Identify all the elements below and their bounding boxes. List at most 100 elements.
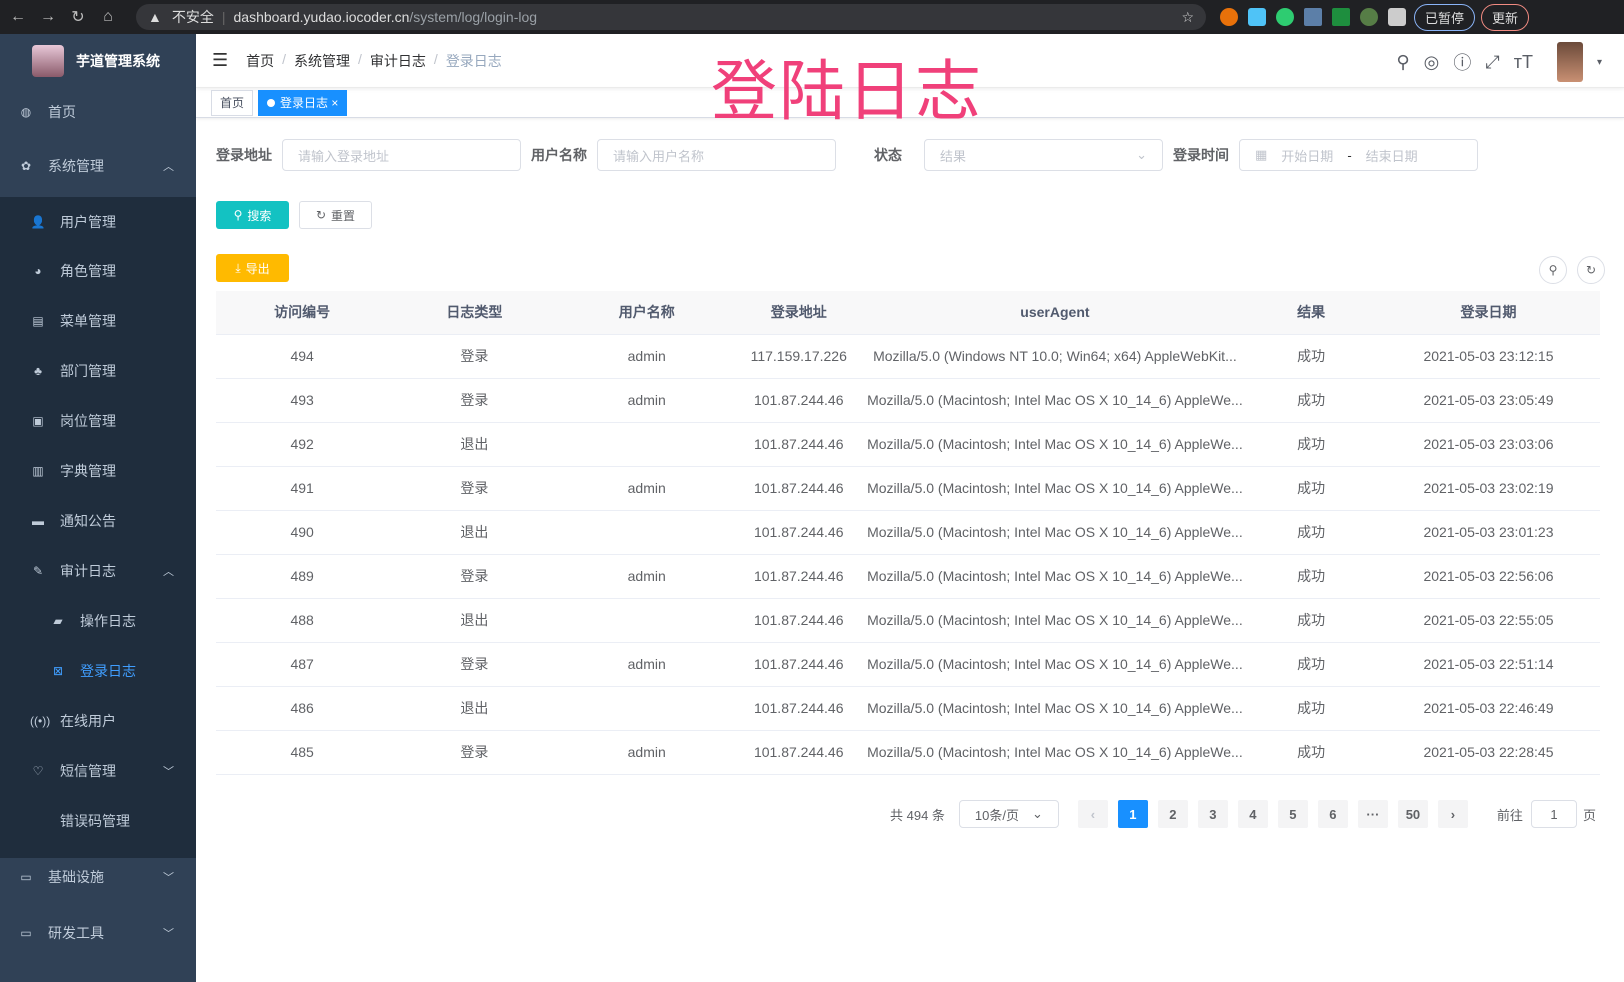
page-button[interactable]: 3 xyxy=(1197,800,1228,828)
sidebar-item-label: 审计日志 xyxy=(60,563,116,579)
pagination: 共 494 条 10条/页 ⌄ ‹ 1 2 3 4 5 6 ··· 50 › 前往 1 页 xyxy=(890,800,1596,828)
sidebar-item-label: 系统管理 xyxy=(48,158,104,174)
home-icon[interactable]: ⌂ xyxy=(103,8,113,25)
tool-icon: ▭ xyxy=(20,926,32,940)
table-cell: Mozilla/5.0 (Macintosh; Intel Mac OS X 1… xyxy=(864,378,1246,423)
table-row[interactable]: 486 退出 101.87.244.46 Mozilla/5.0 (Macintosh… xyxy=(216,686,1600,731)
extension-icon[interactable] xyxy=(1276,8,1294,26)
extension-icon[interactable] xyxy=(1220,8,1238,26)
page-size-value: 10条/页 xyxy=(974,807,1019,823)
end-date[interactable]: 结束日期 xyxy=(1365,148,1418,164)
sidebar-item[interactable]: ♣ 部门管理 xyxy=(0,346,196,396)
export-button[interactable]: ⤓ 导出 xyxy=(216,254,289,282)
sidebar-item[interactable]: ▥ 字典管理 xyxy=(0,446,196,496)
reset-button[interactable]: ↻ 重置 xyxy=(299,201,372,229)
divider: | xyxy=(221,9,226,25)
page-button[interactable]: 1 xyxy=(1117,800,1148,828)
sidebar-item[interactable]: ▬ 通知公告 xyxy=(0,496,196,546)
forward-icon[interactable]: → xyxy=(40,8,56,25)
tag-login-log[interactable]: 登录日志 × xyxy=(258,89,348,116)
sidebar-item-label: 研发工具 xyxy=(48,925,104,941)
table-cell: Mozilla/5.0 (Macintosh; Intel Mac OS X 1… xyxy=(864,510,1246,555)
help-icon[interactable]: ⓘ xyxy=(1453,53,1472,73)
page-button[interactable]: 5 xyxy=(1277,800,1308,828)
sidebar-item-label: 部门管理 xyxy=(60,363,116,379)
table-row[interactable]: 491 登录 admin 101.87.244.46 Mozilla/5.0 (Maci… xyxy=(216,466,1600,511)
toggle-search-button[interactable]: ⚲ xyxy=(1539,256,1567,284)
logo[interactable]: 芋道管理系统 xyxy=(0,34,196,88)
sidebar-item[interactable]: ✎ 审计日志 ︿ xyxy=(0,546,196,596)
table-row[interactable]: 494 登录 admin 117.159.17.226 Mozilla/5.0 (Win… xyxy=(216,334,1600,379)
sidebar-item-label: 菜单管理 xyxy=(60,313,116,329)
goto-page-input[interactable]: 1 xyxy=(1530,800,1577,828)
sidebar-item[interactable]: ▣ 岗位管理 xyxy=(0,396,196,446)
sidebar-item[interactable]: ▭ 基础设施 ﹀ xyxy=(0,852,196,902)
extension-icon[interactable] xyxy=(1304,8,1322,26)
update-button[interactable]: 更新 xyxy=(1481,3,1530,31)
refresh-button[interactable]: ↻ xyxy=(1577,256,1605,284)
page-button[interactable]: ··· xyxy=(1357,800,1388,828)
github-icon[interactable]: ◎ xyxy=(1423,51,1440,72)
sidebar-item[interactable]: ▤ 菜单管理 xyxy=(0,296,196,346)
profile-button[interactable]: 已暂停 xyxy=(1414,3,1476,31)
start-date[interactable]: 开始日期 xyxy=(1281,148,1334,164)
sidebar-item[interactable]: ⊠ 登录日志 xyxy=(0,646,196,696)
breadcrumb-item[interactable]: 首页 xyxy=(246,52,275,69)
table-row[interactable]: 488 退出 101.87.244.46 Mozilla/5.0 (Macintosh… xyxy=(216,598,1600,643)
tag-home[interactable]: 首页 xyxy=(211,89,254,116)
extension-icon[interactable] xyxy=(1248,8,1266,26)
sidebar-item[interactable]: ▰ 操作日志 xyxy=(0,596,196,646)
table-cell: Mozilla/5.0 (Macintosh; Intel Mac OS X 1… xyxy=(864,642,1246,687)
sidebar-item[interactable]: ♡ 短信管理 ﹀ xyxy=(0,746,196,796)
search-icon[interactable]: ⚲ xyxy=(1396,51,1410,72)
date-range-picker[interactable]: ▦ 开始日期 - 结束日期 xyxy=(1239,139,1478,171)
reset-label: 重置 xyxy=(331,208,356,223)
addr-input[interactable]: 请输入登录地址 xyxy=(282,139,521,171)
address-bar[interactable]: ▲ 不安全 | dashboard.yudao.iocoder.cn/syste… xyxy=(136,4,1206,30)
table-cell: 2021-05-03 22:51:14 xyxy=(1376,642,1600,687)
reload-icon[interactable]: ↻ xyxy=(71,9,85,26)
search-button[interactable]: ⚲ 搜索 xyxy=(216,201,289,229)
page-button[interactable]: 50 xyxy=(1397,800,1428,828)
bookmark-star-icon[interactable]: ☆ xyxy=(1181,8,1194,25)
column-header: 结果 xyxy=(1245,291,1377,335)
next-page-button[interactable]: › xyxy=(1437,800,1468,828)
refresh-icon: ↻ xyxy=(315,208,327,222)
fullscreen-icon[interactable]: ⤢ xyxy=(1485,51,1500,72)
username-input[interactable]: 请输入用户名称 xyxy=(597,139,836,171)
page-button[interactable]: 4 xyxy=(1237,800,1268,828)
sidebar-item[interactable]: ▭ 研发工具 ﹀ xyxy=(0,908,196,958)
close-icon[interactable]: × xyxy=(331,95,339,110)
caret-down-icon[interactable]: ▾ xyxy=(1596,56,1602,68)
font-size-icon[interactable]: ᴛT xyxy=(1513,51,1533,72)
table-row[interactable]: 490 退出 101.87.244.46 Mozilla/5.0 (Macintosh… xyxy=(216,510,1600,555)
back-icon[interactable]: ← xyxy=(10,8,26,25)
table-cell: Mozilla/5.0 (Macintosh; Intel Mac OS X 1… xyxy=(864,730,1246,775)
table-row[interactable]: 489 登录 admin 101.87.244.46 Mozilla/5.0 (Maci… xyxy=(216,554,1600,599)
insecure-label: 不安全 xyxy=(171,9,214,25)
sidebar-item[interactable]: 错误码管理 xyxy=(0,796,196,846)
extension-icon[interactable] xyxy=(1360,8,1378,26)
page-size-select[interactable]: 10条/页 ⌄ xyxy=(958,800,1059,828)
table-cell: 489 xyxy=(216,554,389,599)
table-row[interactable]: 493 登录 admin 101.87.244.46 Mozilla/5.0 (Maci… xyxy=(216,378,1600,423)
table-cell: 登录 xyxy=(388,642,561,687)
avatar[interactable] xyxy=(1556,42,1583,82)
table-row[interactable]: 485 登录 admin 101.87.244.46 Mozilla/5.0 (Maci… xyxy=(216,730,1600,775)
sidebar-item[interactable]: ◕ 角色管理 xyxy=(0,246,196,296)
page-button[interactable]: 6 xyxy=(1317,800,1348,828)
navbar-right: ⚲ ◎ ⓘ ⤢ ᴛT ▾ xyxy=(1396,42,1602,82)
hamburger-icon[interactable]: ☰ xyxy=(212,50,229,70)
table-row[interactable]: 492 退出 101.87.244.46 Mozilla/5.0 (Macintosh… xyxy=(216,422,1600,467)
prev-page-button[interactable]: ‹ xyxy=(1077,800,1108,828)
sidebar-item[interactable]: ✿ 系统管理 ︿ xyxy=(0,141,196,191)
status-select[interactable]: 结果 ⌄ xyxy=(924,139,1163,171)
sidebar-item[interactable]: 👤 用户管理 xyxy=(0,197,196,247)
sidebar-item[interactable]: ◍ 首页 xyxy=(0,87,196,137)
table-row[interactable]: 487 登录 admin 101.87.244.46 Mozilla/5.0 (Maci… xyxy=(216,642,1600,687)
extension-icon[interactable] xyxy=(1332,8,1350,26)
puzzle-icon[interactable] xyxy=(1388,8,1406,26)
page-button[interactable]: 2 xyxy=(1157,800,1188,828)
sidebar-item[interactable]: ((•)) 在线用户 xyxy=(0,696,196,746)
table-cell: admin xyxy=(560,378,733,423)
